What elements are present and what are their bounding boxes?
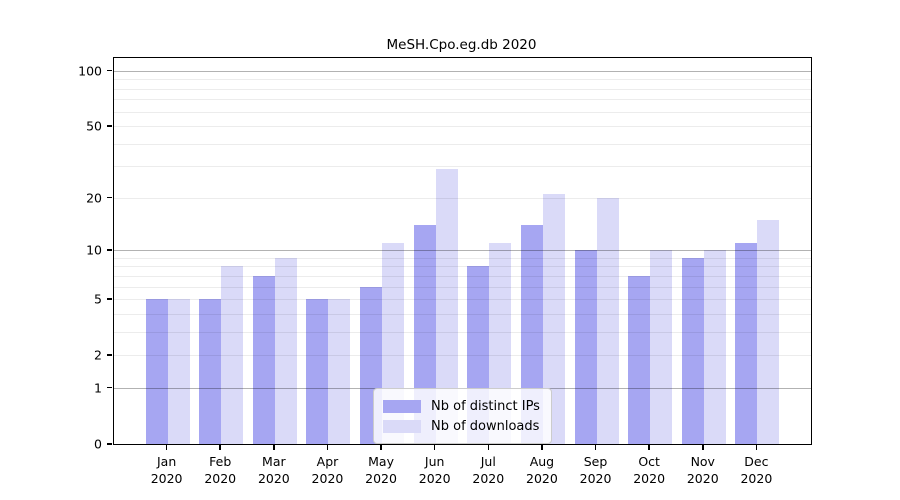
legend-entry-downloads: Nb of downloads	[383, 416, 540, 436]
y-tick-label: 1	[94, 380, 102, 396]
y-tick-label: 2	[94, 347, 102, 363]
bar-distinct-ips-nov	[681, 257, 704, 444]
gridline-minor	[114, 299, 811, 301]
bar-downloads-sep	[596, 197, 619, 444]
x-tick-label-mar: Mar 2020	[257, 454, 290, 486]
y-tick	[106, 69, 112, 72]
gridline-minor	[114, 99, 811, 101]
legend-label-distinct-ips: Nb of distinct IPs	[431, 398, 540, 414]
x-tick-label-jun: Jun 2020	[418, 454, 451, 486]
x-tick	[755, 444, 758, 450]
x-tick	[165, 444, 168, 450]
y-tick	[106, 443, 112, 445]
gridline-minor	[114, 331, 811, 333]
bar-distinct-ips-apr	[306, 299, 329, 444]
chart-title: MeSH.Cpo.eg.db 2020	[386, 37, 537, 53]
x-tick-label-apr: Apr 2020	[311, 454, 344, 486]
bar-distinct-ips-mar	[252, 275, 275, 444]
gridline-minor	[114, 88, 811, 90]
bar-downloads-feb	[221, 266, 244, 444]
x-tick-label-aug: Aug 2020	[526, 454, 558, 486]
y-tick	[106, 298, 112, 300]
gridline-minor	[114, 286, 811, 288]
x-tick-label-oct: Oct 2020	[633, 454, 666, 486]
y-tick	[106, 249, 112, 251]
y-tick-label: 0	[94, 436, 102, 452]
bar-downloads-jan	[167, 299, 190, 444]
x-tick-label-may: May 2020	[365, 454, 397, 486]
x-tick	[541, 444, 543, 450]
y-tick-label: 50	[86, 118, 102, 134]
gridline-minor	[114, 275, 811, 277]
x-tick-label-sep: Sep 2020	[579, 454, 612, 486]
y-tick-label: 100	[78, 63, 102, 79]
x-tick	[433, 444, 436, 450]
x-tick-label-dec: Dec 2020	[740, 454, 773, 486]
y-tick	[106, 386, 112, 389]
gridline-minor	[114, 111, 811, 113]
x-tick-label-feb: Feb 2020	[204, 454, 237, 486]
legend-label-downloads: Nb of downloads	[431, 418, 540, 434]
gridline-major	[114, 250, 811, 252]
bar-distinct-ips-dec	[735, 243, 758, 444]
gridline-minor	[114, 355, 811, 357]
gridline-minor	[114, 197, 811, 199]
y-tick-label: 5	[94, 291, 102, 307]
gridline-minor	[114, 313, 811, 315]
x-tick	[326, 444, 329, 450]
bar-distinct-ips-oct	[628, 275, 651, 444]
y-tick	[106, 196, 112, 199]
y-tick-label: 20	[86, 190, 102, 206]
bar-downloads-jun	[435, 169, 458, 444]
gridline-minor	[114, 79, 811, 81]
x-tick	[594, 444, 597, 450]
legend: Nb of distinct IPs Nb of downloads	[373, 388, 552, 444]
gridline-minor	[114, 266, 811, 268]
x-tick-label-jan: Jan 2020	[150, 454, 183, 486]
legend-swatch-downloads	[383, 419, 421, 433]
gridline-minor	[114, 257, 811, 259]
x-tick	[702, 444, 704, 450]
legend-entry-distinct-ips: Nb of distinct IPs	[383, 396, 540, 416]
bar-distinct-ips-feb	[199, 299, 222, 444]
bar-distinct-ips-sep	[574, 250, 597, 444]
gridline-major	[114, 70, 811, 72]
bar-downloads-dec	[757, 219, 780, 444]
x-tick-label-nov: Nov 2020	[686, 454, 719, 486]
gridline-minor	[114, 126, 811, 128]
y-tick-label: 10	[86, 242, 102, 258]
x-tick	[219, 444, 221, 450]
x-tick	[487, 444, 490, 450]
y-tick	[106, 125, 112, 127]
x-tick	[273, 444, 275, 450]
bar-downloads-mar	[274, 257, 297, 444]
x-tick	[380, 444, 382, 450]
bar-distinct-ips-jan	[145, 299, 168, 444]
legend-swatch-distinct-ips	[383, 399, 421, 413]
x-tick-label-jul: Jul 2020	[472, 454, 505, 486]
gridline-minor	[114, 143, 811, 145]
gridline-minor	[114, 166, 811, 168]
y-tick	[106, 354, 112, 356]
bar-downloads-nov	[703, 250, 726, 444]
bar-downloads-apr	[328, 299, 351, 444]
plot-area: Nb of distinct IPs Nb of downloads	[113, 57, 812, 445]
bar-downloads-aug	[542, 194, 565, 444]
x-tick	[648, 444, 650, 450]
bar-downloads-oct	[650, 250, 673, 444]
